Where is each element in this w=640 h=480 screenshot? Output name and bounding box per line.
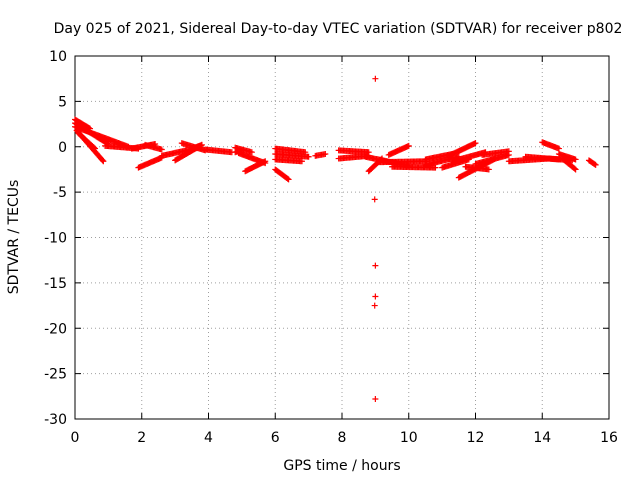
y-axis-label: SDTVAR / TECUs bbox=[6, 180, 22, 295]
data-point bbox=[92, 145, 99, 152]
data-point bbox=[158, 146, 165, 153]
x-axis-ticks: 0 2 4 6 8 10 12 14 16 bbox=[71, 56, 618, 446]
data-point bbox=[592, 161, 599, 168]
data-point bbox=[262, 158, 269, 165]
x-axis-label: GPS time / hours bbox=[283, 458, 400, 474]
data-point bbox=[572, 156, 579, 163]
data-markers bbox=[72, 75, 599, 403]
x-tick-label: 16 bbox=[600, 430, 618, 446]
x-tick-label: 14 bbox=[533, 430, 551, 446]
outlier-point bbox=[372, 396, 379, 403]
y-tick-label: 0 bbox=[58, 140, 67, 156]
data-point bbox=[555, 145, 562, 152]
data-point bbox=[591, 161, 598, 168]
x-tick-label: 10 bbox=[400, 430, 418, 446]
data-point bbox=[472, 140, 479, 147]
y-tick-label: -30 bbox=[44, 412, 67, 428]
data-point bbox=[285, 176, 292, 183]
data-point bbox=[284, 175, 291, 182]
outlier-point bbox=[372, 293, 379, 300]
data-point bbox=[248, 149, 255, 156]
y-tick-label: -5 bbox=[53, 185, 67, 201]
x-tick-label: 4 bbox=[204, 430, 213, 446]
outlier-point bbox=[371, 196, 378, 203]
data-point bbox=[100, 158, 107, 165]
data-point bbox=[298, 158, 305, 165]
x-tick-label: 6 bbox=[271, 430, 280, 446]
data-point bbox=[485, 166, 492, 173]
x-tick-label: 12 bbox=[467, 430, 485, 446]
outlier-point bbox=[372, 262, 379, 269]
outlier-point bbox=[371, 302, 378, 309]
y-tick-label: -20 bbox=[44, 321, 67, 337]
plot-frame bbox=[74, 55, 610, 420]
y-tick-label: -10 bbox=[44, 231, 67, 247]
data-point bbox=[432, 164, 439, 171]
data-point bbox=[505, 148, 512, 155]
outlier-point bbox=[372, 75, 379, 82]
data-point bbox=[571, 165, 578, 172]
data-point bbox=[305, 153, 312, 160]
data-point bbox=[572, 166, 579, 173]
grid-lines bbox=[75, 56, 609, 419]
data-point bbox=[322, 151, 329, 158]
y-tick-label: -25 bbox=[44, 367, 67, 383]
x-tick-label: 2 bbox=[137, 430, 146, 446]
x-tick-label: 0 bbox=[71, 430, 80, 446]
data-point bbox=[405, 142, 412, 149]
y-tick-label: 10 bbox=[49, 49, 67, 65]
y-tick-label: -15 bbox=[44, 276, 67, 292]
chart-title: Day 025 of 2021, Sidereal Day-to-day VTE… bbox=[54, 21, 623, 37]
x-tick-label: 8 bbox=[338, 430, 347, 446]
data-point bbox=[99, 157, 106, 164]
data-point bbox=[569, 157, 576, 164]
y-tick-label: 5 bbox=[58, 94, 67, 110]
data-point bbox=[91, 144, 98, 151]
data-point bbox=[198, 141, 205, 148]
y-axis-ticks: 10 5 0 -5 -10 -15 -20 -25 -30 bbox=[44, 49, 609, 428]
